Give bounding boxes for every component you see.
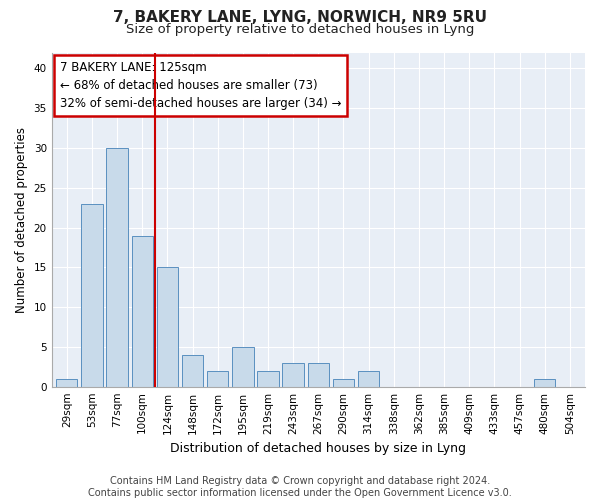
Bar — [182, 355, 203, 386]
Bar — [232, 347, 254, 387]
Y-axis label: Number of detached properties: Number of detached properties — [15, 126, 28, 312]
Bar — [106, 148, 128, 386]
Bar — [56, 378, 77, 386]
Bar — [81, 204, 103, 386]
Bar — [358, 371, 379, 386]
Bar — [308, 363, 329, 386]
X-axis label: Distribution of detached houses by size in Lyng: Distribution of detached houses by size … — [170, 442, 466, 455]
Text: 7, BAKERY LANE, LYNG, NORWICH, NR9 5RU: 7, BAKERY LANE, LYNG, NORWICH, NR9 5RU — [113, 10, 487, 25]
Bar — [333, 378, 354, 386]
Bar — [257, 371, 279, 386]
Text: 7 BAKERY LANE: 125sqm
← 68% of detached houses are smaller (73)
32% of semi-deta: 7 BAKERY LANE: 125sqm ← 68% of detached … — [59, 61, 341, 110]
Bar — [283, 363, 304, 386]
Bar — [534, 378, 556, 386]
Bar — [131, 236, 153, 386]
Bar — [207, 371, 229, 386]
Text: Size of property relative to detached houses in Lyng: Size of property relative to detached ho… — [126, 22, 474, 36]
Text: Contains HM Land Registry data © Crown copyright and database right 2024.
Contai: Contains HM Land Registry data © Crown c… — [88, 476, 512, 498]
Bar — [157, 268, 178, 386]
